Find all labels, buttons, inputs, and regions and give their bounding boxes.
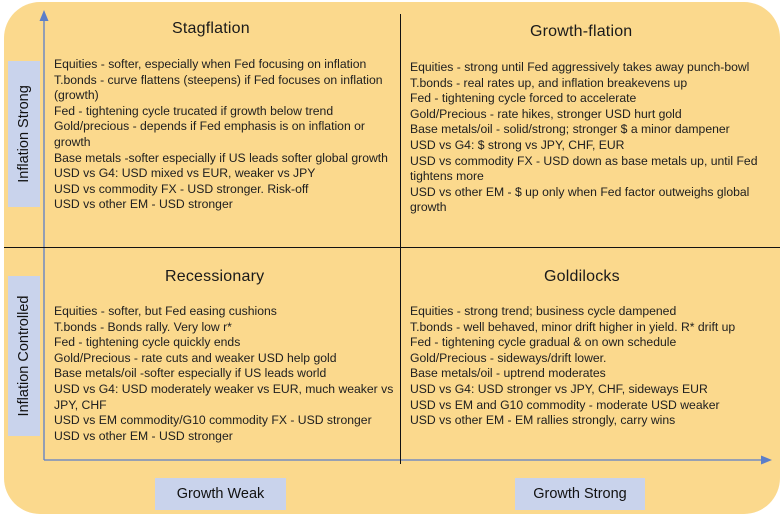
list-item: USD vs other EM - EM rallies strongly, c… xyxy=(410,413,676,428)
quadrant-stagflation: Stagflation Equities - softer, especiall… xyxy=(4,2,400,247)
list-item: USD vs EM and G10 commodity - moderate U… xyxy=(410,397,720,412)
list-item: T.bonds - Bonds rally. Very low r* xyxy=(54,319,232,334)
axis-label-inflation-strong: Inflation Strong xyxy=(8,61,40,207)
x-axis-arrowhead xyxy=(761,455,772,465)
axis-label-text: Growth Weak xyxy=(176,486,265,502)
list-item: USD vs EM commodity/G10 commodity FX - U… xyxy=(54,413,372,428)
list-item: Gold/Precious - rate cuts and weaker USD… xyxy=(54,350,337,365)
list-item: USD vs commodity FX - USD down as base m… xyxy=(410,153,758,184)
list-item: T.bonds - curve flattens (steepens) if F… xyxy=(54,72,383,103)
list-item: Gold/Precious - rate hikes, stronger USD… xyxy=(410,106,682,121)
list-item: USD vs other EM - USD stronger xyxy=(54,428,233,443)
list-item: Equities - strong trend; business cycle … xyxy=(410,304,677,318)
list-item: Base metals -softer especially if US lea… xyxy=(54,150,388,165)
quadrant-title: Stagflation xyxy=(172,20,250,37)
quadrant-item-list: Equities - strong until Fed aggressively… xyxy=(410,60,780,216)
axis-label-inflation-controlled: Inflation Controlled xyxy=(8,276,40,436)
quadrant-divider-vertical xyxy=(400,14,401,464)
axis-label-text: Growth Strong xyxy=(533,486,627,502)
axis-label-text: Inflation Strong xyxy=(16,85,32,183)
list-item: Gold/precious - depends if Fed emphasis … xyxy=(54,119,365,149)
quadrant-title: Recessionary xyxy=(165,268,265,285)
list-item: Equities - strong until Fed aggressively… xyxy=(410,60,750,74)
list-item: USD vs G4: USD mixed vs EUR, weaker vs J… xyxy=(54,166,316,181)
list-item: Equities - softer, but Fed easing cushio… xyxy=(54,304,277,318)
list-item: Base metals/oil - solid/strong; stronger… xyxy=(410,122,730,137)
list-item: USD vs G4: USD moderately weaker vs EUR,… xyxy=(54,381,394,412)
quadrant-recessionary: Recessionary Equities - softer, but Fed … xyxy=(4,248,400,460)
list-item: Base metals/oil - uptrend moderates xyxy=(410,366,606,381)
axis-label-growth-strong: Growth Strong xyxy=(515,478,645,510)
quadrant-growth-flation: Growth-flation Equities - strong until F… xyxy=(401,2,780,247)
axis-arrows xyxy=(39,10,772,465)
list-item: USD vs other EM - USD stronger xyxy=(54,197,233,212)
list-item: Base metals/oil -softer especially if US… xyxy=(54,366,327,381)
list-item: T.bonds - well behaved, minor drift high… xyxy=(410,319,736,334)
list-item: Fed - tightening cycle forced to acceler… xyxy=(410,91,637,106)
list-item: USD vs G4: USD stronger vs JPY, CHF, sid… xyxy=(410,381,708,396)
list-item: Fed - tightening cycle trucated if growt… xyxy=(54,103,334,118)
list-item: Gold/Precious - sideways/drift lower. xyxy=(410,350,607,365)
quadrant-item-list: Equities - strong trend; business cycle … xyxy=(410,304,776,429)
list-item: USD vs commodity FX - USD stronger. Risk… xyxy=(54,181,309,196)
quadrant-item-list: Equities - softer, but Fed easing cushio… xyxy=(54,304,394,444)
quadrant-title: Growth-flation xyxy=(530,23,633,40)
list-item: Fed - tightening cycle quickly ends xyxy=(54,335,241,350)
list-item: USD vs G4: $ strong vs JPY, CHF, EUR xyxy=(410,137,625,152)
quadrant-item-list: Equities - softer, especially when Fed f… xyxy=(54,57,392,213)
list-item: Fed - tightening cycle gradual & on own … xyxy=(410,335,677,350)
list-item: Equities - softer, especially when Fed f… xyxy=(54,57,367,71)
quadrant-goldilocks: Goldilocks Equities - strong trend; busi… xyxy=(401,248,780,460)
quadrant-divider-horizontal xyxy=(4,247,780,248)
axis-label-growth-weak: Growth Weak xyxy=(155,478,286,510)
list-item: USD vs other EM - $ up only when Fed fac… xyxy=(410,184,750,215)
axis-label-text: Inflation Controlled xyxy=(16,295,32,417)
quadrant-title: Goldilocks xyxy=(544,268,620,285)
y-axis-arrowhead xyxy=(39,10,49,21)
quadrant-board: Stagflation Equities - softer, especiall… xyxy=(4,2,780,514)
list-item: T.bonds - real rates up, and inflation b… xyxy=(410,75,688,90)
